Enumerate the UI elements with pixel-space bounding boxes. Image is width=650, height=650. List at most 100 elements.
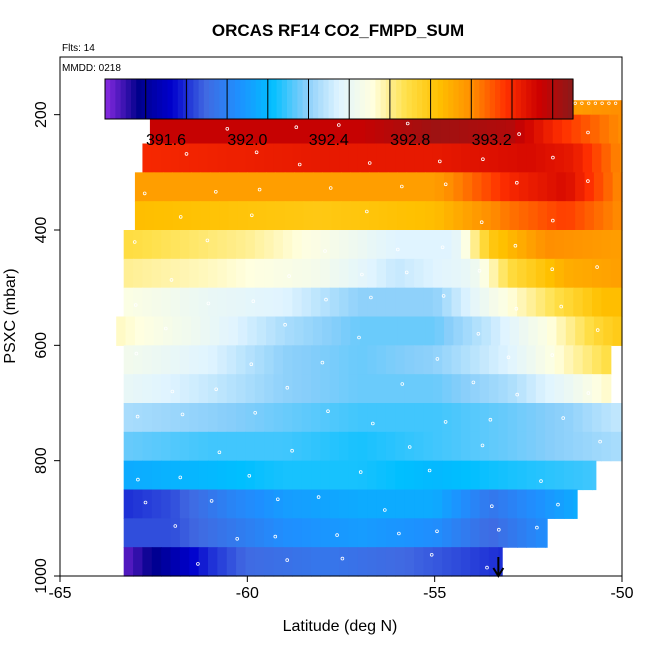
heatmap-cell <box>498 518 509 548</box>
observation-marker <box>480 443 485 448</box>
observation-marker <box>535 525 539 530</box>
heatmap-cell <box>404 403 415 433</box>
heatmap-cell <box>170 143 181 173</box>
observation-marker <box>573 101 577 105</box>
heatmap-cell <box>481 172 492 202</box>
observation-marker <box>169 278 174 282</box>
heatmap-cell <box>226 403 237 433</box>
heatmap-cell <box>451 547 462 577</box>
colorbar-segment <box>125 79 132 119</box>
heatmap-cell <box>151 431 162 462</box>
heatmap-cell <box>331 201 342 231</box>
colorbar-segment <box>162 79 168 119</box>
heatmap-cell <box>603 201 614 231</box>
heatmap-cell <box>254 489 265 519</box>
heatmap-cell <box>179 345 190 375</box>
observation-marker <box>340 556 345 561</box>
flights-label: Flts: 14 <box>62 43 95 54</box>
colorbar-segment <box>562 79 569 119</box>
heatmap-cell <box>198 431 209 462</box>
heatmap-cell <box>329 258 340 289</box>
heatmap-cell <box>545 460 556 491</box>
heatmap-cell <box>545 143 556 173</box>
heatmap-cell <box>348 547 359 577</box>
heatmap-cell <box>142 374 153 404</box>
heatmap-cell <box>582 345 593 375</box>
heatmap-cell <box>442 518 453 548</box>
heatmap-cell <box>535 431 546 462</box>
heatmap-cell <box>245 345 256 375</box>
observation-marker <box>559 304 563 309</box>
heatmap-cell <box>517 489 528 519</box>
heatmap-cell <box>470 143 481 173</box>
heatmap-cell <box>329 143 340 173</box>
heatmap-cell <box>161 374 172 404</box>
heatmap-cell <box>509 172 520 202</box>
heatmap-cell <box>273 489 284 519</box>
heatmap-cell <box>217 230 228 260</box>
heatmap-cell <box>273 287 284 318</box>
observation-marker <box>481 157 485 162</box>
heatmap-cell <box>264 489 275 519</box>
heatmap-cell <box>545 518 548 548</box>
colorbar-segment <box>365 79 371 119</box>
observation-marker <box>613 101 618 105</box>
heatmap-cell <box>462 172 473 202</box>
heatmap-cell <box>264 345 275 375</box>
heatmap-cell <box>498 345 509 375</box>
heatmap-cell <box>303 172 314 202</box>
heatmap-cell <box>133 518 144 548</box>
heatmap-cell <box>582 258 593 289</box>
heatmap-cell <box>170 374 181 404</box>
heatmap-cell <box>264 258 275 289</box>
heatmap-cell <box>179 143 190 173</box>
heatmap-cell <box>414 431 425 462</box>
heatmap-cell <box>254 345 265 375</box>
observation-marker <box>250 213 254 218</box>
heatmap-cell <box>500 316 511 346</box>
heatmap-cell <box>301 230 312 260</box>
heatmap-cell <box>151 403 162 433</box>
heatmap-cell <box>414 345 425 375</box>
heatmap-cell <box>460 431 471 462</box>
observation-marker <box>214 387 219 392</box>
heatmap-cell <box>217 143 228 173</box>
colorbar-tick-label: 392.8 <box>390 132 430 149</box>
heatmap-cell <box>348 403 359 433</box>
heatmap-cell <box>123 547 134 577</box>
heatmap-cell <box>432 489 443 519</box>
heatmap-cell <box>226 431 237 462</box>
heatmap-cell <box>236 230 247 260</box>
heatmap-cell <box>517 258 528 289</box>
heatmap-cell <box>198 489 209 519</box>
heatmap-cell <box>434 201 445 231</box>
colorbar-segment <box>463 79 470 119</box>
heatmap-cell <box>301 518 312 548</box>
heatmap-cell <box>133 431 144 462</box>
colorbar-segment <box>115 79 122 119</box>
heatmap-cell <box>151 547 162 577</box>
heatmap-cell <box>292 518 303 548</box>
heatmap-cell <box>179 230 190 260</box>
colorbar-segment <box>110 79 116 119</box>
heatmap-cell <box>322 316 333 346</box>
heatmap-cell <box>294 316 305 346</box>
heatmap-cell <box>282 547 293 577</box>
heatmap-cell <box>189 518 200 548</box>
colorbar-segment <box>333 79 340 119</box>
heatmap-cell <box>610 258 621 289</box>
heatmap-cell <box>170 287 181 318</box>
heatmap-cell <box>451 403 462 433</box>
heatmap-cell <box>582 287 593 318</box>
heatmap-cell <box>142 489 153 519</box>
heatmap-cell <box>254 143 265 173</box>
heatmap-cell <box>554 230 565 260</box>
heatmap-cell <box>423 258 434 289</box>
x-tick-label: -50 <box>610 585 633 602</box>
heatmap-cell <box>282 287 293 318</box>
heatmap-cell <box>404 345 415 375</box>
y-tick-label: 200 <box>33 101 50 128</box>
observation-marker <box>134 351 139 356</box>
observation-marker <box>407 445 412 449</box>
colorbar-segment <box>167 79 174 119</box>
